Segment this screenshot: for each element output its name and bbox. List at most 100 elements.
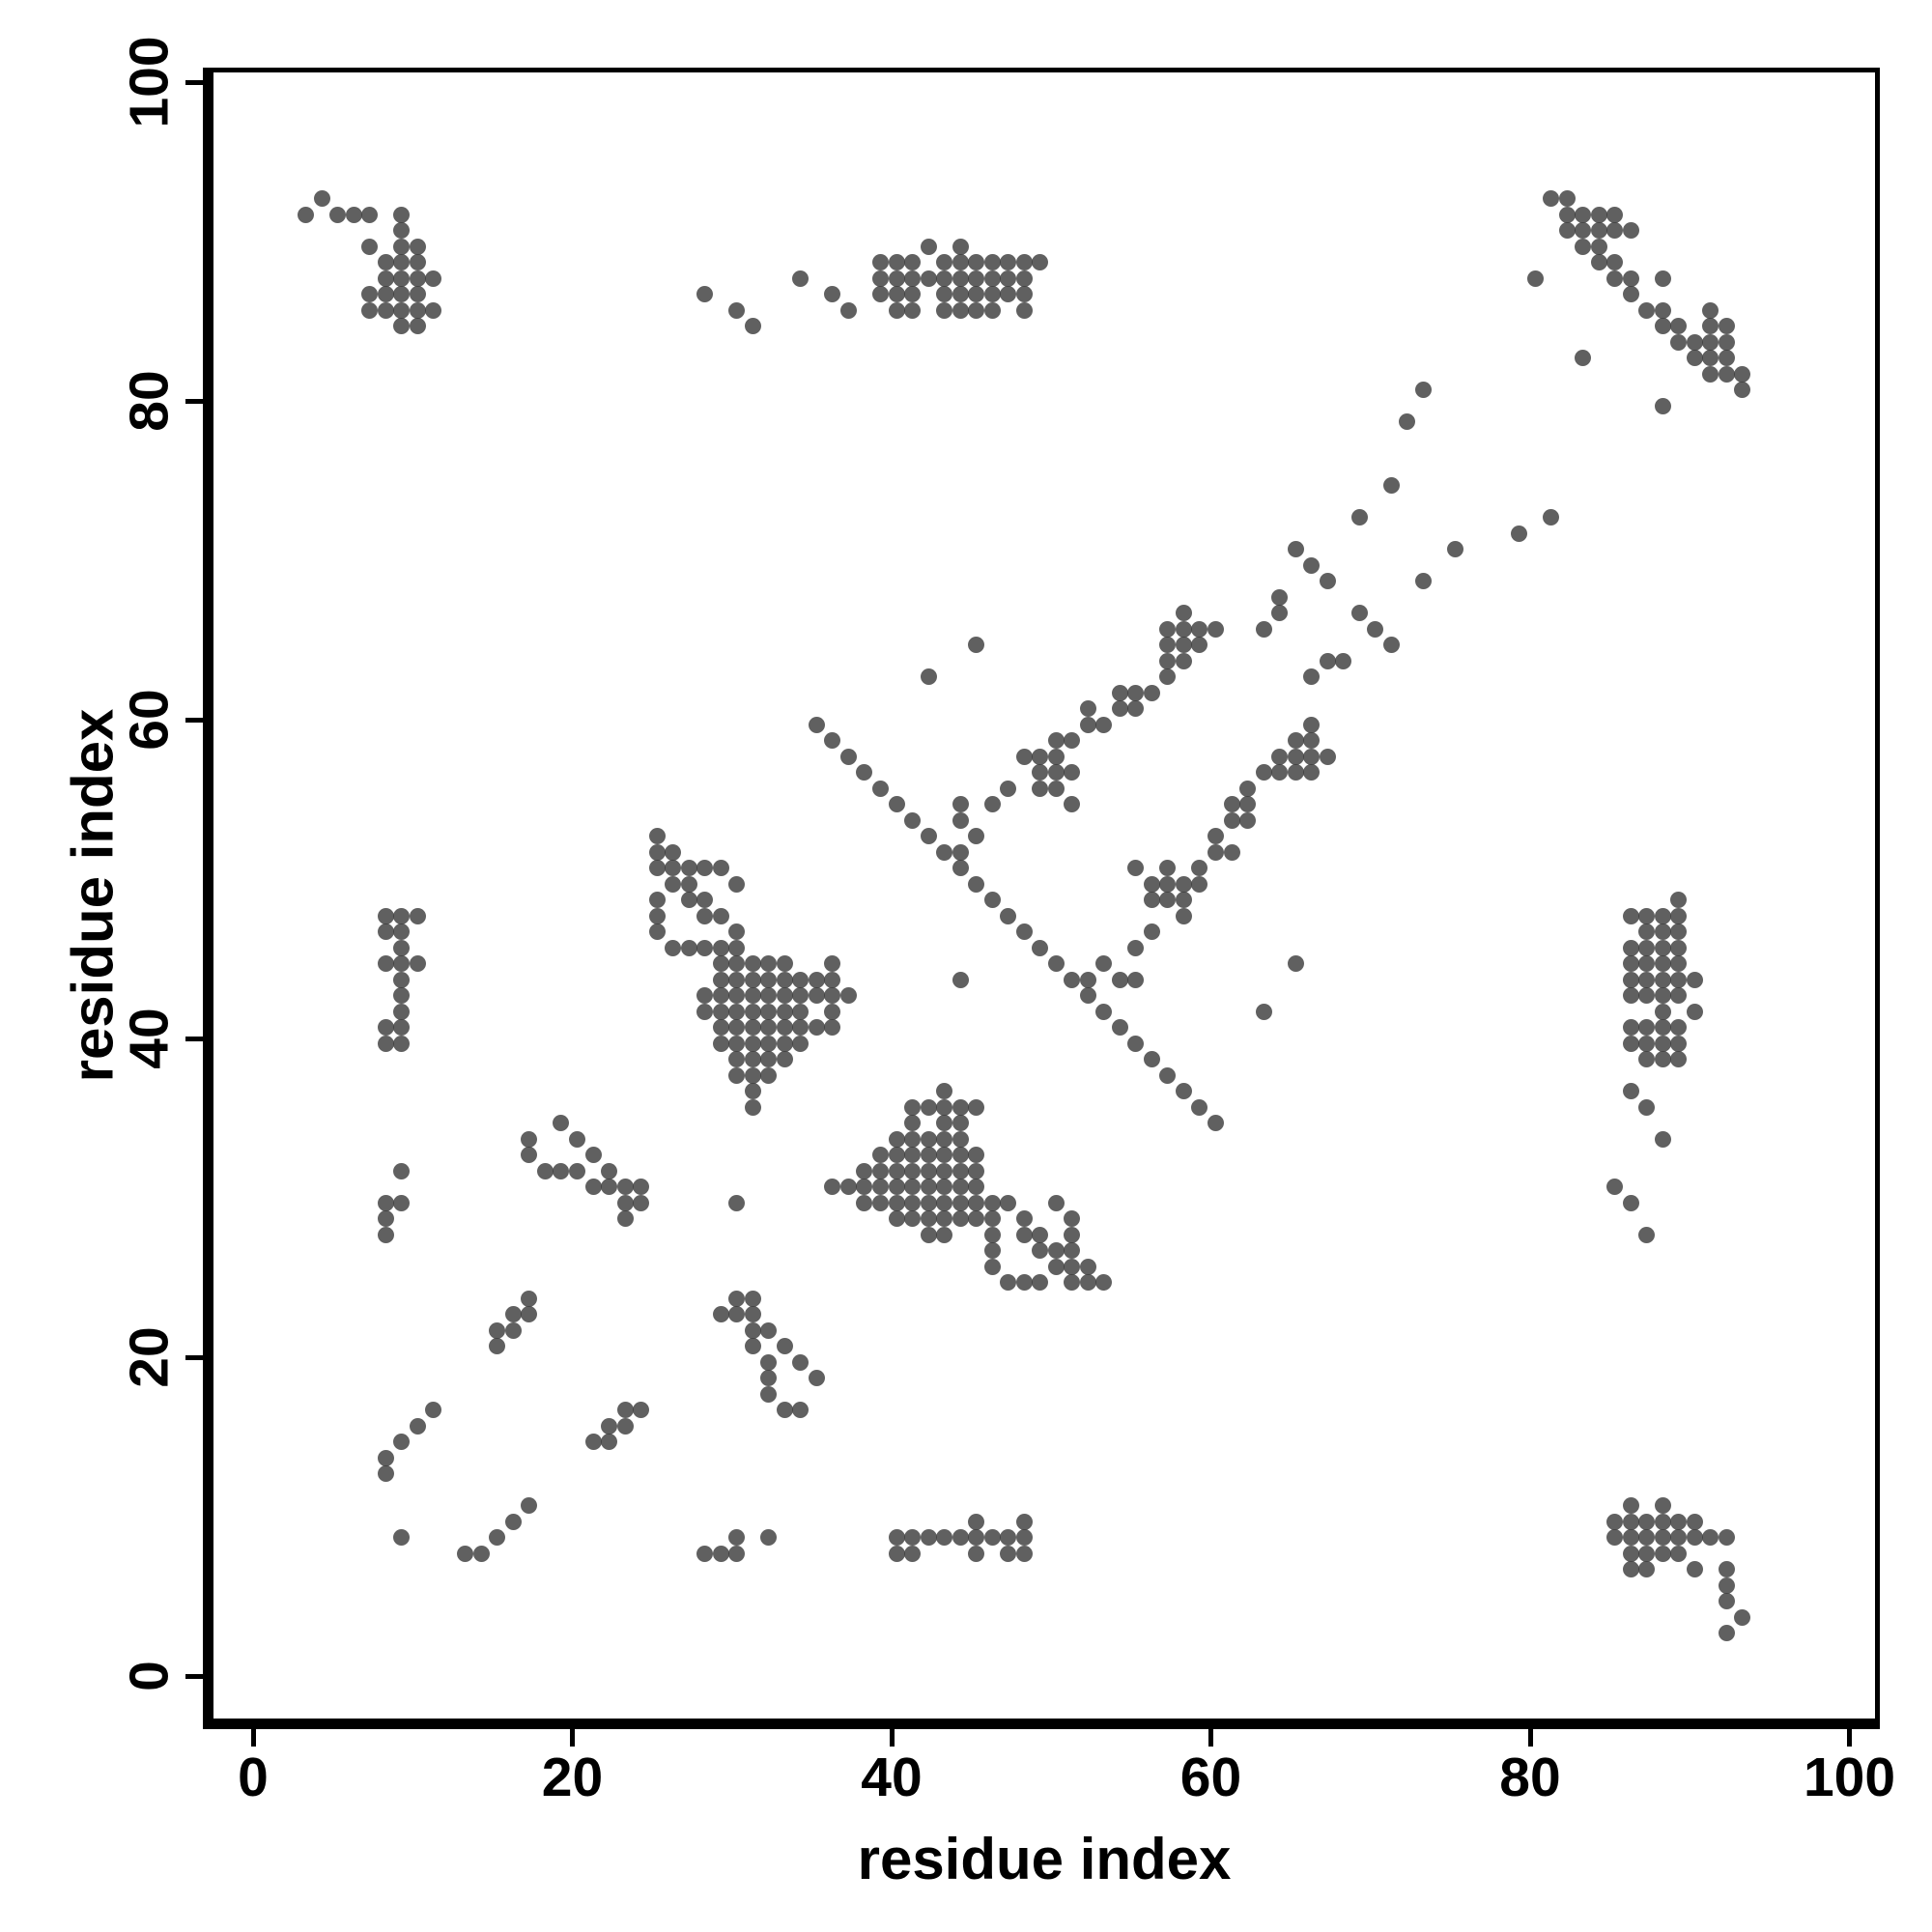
scatter-point: [936, 301, 953, 319]
scatter-point: [712, 1035, 729, 1052]
scatter-point: [1670, 971, 1688, 988]
scatter-point: [409, 318, 426, 334]
scatter-point: [712, 1545, 729, 1562]
scatter-point: [1718, 1561, 1735, 1577]
scatter-point: [1127, 971, 1145, 988]
scatter-point: [377, 286, 394, 302]
scatter-point: [952, 270, 969, 287]
scatter-point: [1000, 254, 1017, 270]
scatter-point: [936, 1083, 953, 1099]
scatter-point: [952, 254, 969, 270]
scatter-point: [824, 1003, 841, 1020]
scatter-point: [1000, 270, 1017, 287]
scatter-point: [936, 1529, 953, 1546]
scatter-point: [393, 1003, 411, 1020]
scatter-point: [1047, 1242, 1065, 1259]
scatter-point: [760, 1019, 778, 1036]
scatter-point: [377, 955, 394, 972]
scatter-point: [904, 1529, 922, 1546]
scatter-point: [1047, 748, 1065, 765]
scatter-point: [888, 1179, 905, 1195]
scatter-point: [1606, 1513, 1624, 1530]
scatter-point: [920, 1194, 937, 1211]
scatter-point: [1079, 716, 1096, 733]
scatter-point: [968, 286, 985, 302]
scatter-point: [521, 1130, 538, 1148]
scatter-point: [1654, 939, 1671, 956]
scatter-point: [425, 1402, 442, 1418]
scatter-point: [968, 1194, 985, 1211]
scatter-point: [393, 987, 411, 1004]
scatter-point: [1303, 556, 1321, 574]
x-axis-title: residue index: [857, 1827, 1232, 1891]
scatter-point: [936, 843, 953, 861]
scatter-point: [1590, 238, 1607, 255]
scatter-point: [1015, 254, 1033, 270]
scatter-point: [1223, 796, 1240, 812]
y-tick-mark: [185, 1673, 203, 1679]
scatter-point: [1718, 350, 1735, 366]
scatter-point: [1175, 1083, 1192, 1099]
scatter-point: [377, 1019, 394, 1036]
scatter-point: [888, 1529, 905, 1546]
scatter-point: [616, 1194, 634, 1211]
scatter-point: [792, 270, 810, 287]
scatter-point: [393, 955, 411, 972]
scatter-point: [569, 1130, 585, 1148]
scatter-point: [1734, 382, 1751, 398]
scatter-point: [1446, 541, 1463, 557]
y-tick-label: 100: [118, 36, 181, 128]
scatter-point: [1543, 190, 1560, 207]
scatter-point: [616, 1417, 634, 1435]
scatter-point: [1208, 620, 1224, 638]
scatter-point: [1175, 605, 1192, 621]
scatter-point: [1319, 652, 1336, 669]
scatter-point: [920, 668, 937, 685]
scatter-point: [920, 1130, 937, 1148]
scatter-point: [952, 1162, 969, 1179]
x-tick-label: 0: [238, 1747, 269, 1808]
scatter-point: [696, 1545, 714, 1562]
scatter-point: [760, 1353, 778, 1371]
scatter-point: [983, 301, 1001, 319]
scatter-point: [968, 1513, 985, 1530]
scatter-point: [1079, 1258, 1096, 1275]
scatter-point: [839, 1179, 857, 1195]
scatter-point: [1032, 939, 1049, 956]
scatter-point: [680, 860, 697, 876]
scatter-point: [968, 270, 985, 287]
scatter-point: [393, 923, 411, 940]
scatter-point: [1175, 637, 1192, 653]
scatter-point: [968, 301, 985, 319]
scatter-point: [952, 860, 969, 876]
scatter-point: [792, 1353, 810, 1371]
scatter-point: [1047, 1258, 1065, 1275]
scatter-point: [936, 1179, 953, 1195]
scatter-point: [856, 764, 873, 781]
scatter-point: [1047, 764, 1065, 781]
scatter-point: [1287, 764, 1304, 781]
scatter-point: [1590, 206, 1607, 223]
scatter-point: [648, 860, 666, 876]
scatter-point: [760, 971, 778, 988]
scatter-point: [744, 987, 761, 1004]
scatter-point: [1271, 588, 1289, 606]
scatter-point: [584, 1179, 602, 1195]
scatter-point: [409, 955, 426, 972]
scatter-point: [936, 1210, 953, 1227]
scatter-point: [1303, 732, 1321, 749]
scatter-point: [888, 1545, 905, 1562]
scatter-point: [856, 1179, 873, 1195]
scatter-point: [776, 971, 793, 988]
x-tick-mark: [570, 1729, 575, 1747]
scatter-point: [1095, 955, 1113, 972]
scatter-point: [839, 301, 857, 319]
scatter-point: [1575, 350, 1592, 366]
scatter-point: [760, 1385, 778, 1403]
scatter-point: [712, 907, 729, 924]
scatter-point: [1654, 301, 1671, 319]
scatter-point: [983, 1242, 1001, 1259]
scatter-point: [760, 1051, 778, 1067]
scatter-point: [1143, 923, 1160, 940]
scatter-point: [1638, 971, 1656, 988]
